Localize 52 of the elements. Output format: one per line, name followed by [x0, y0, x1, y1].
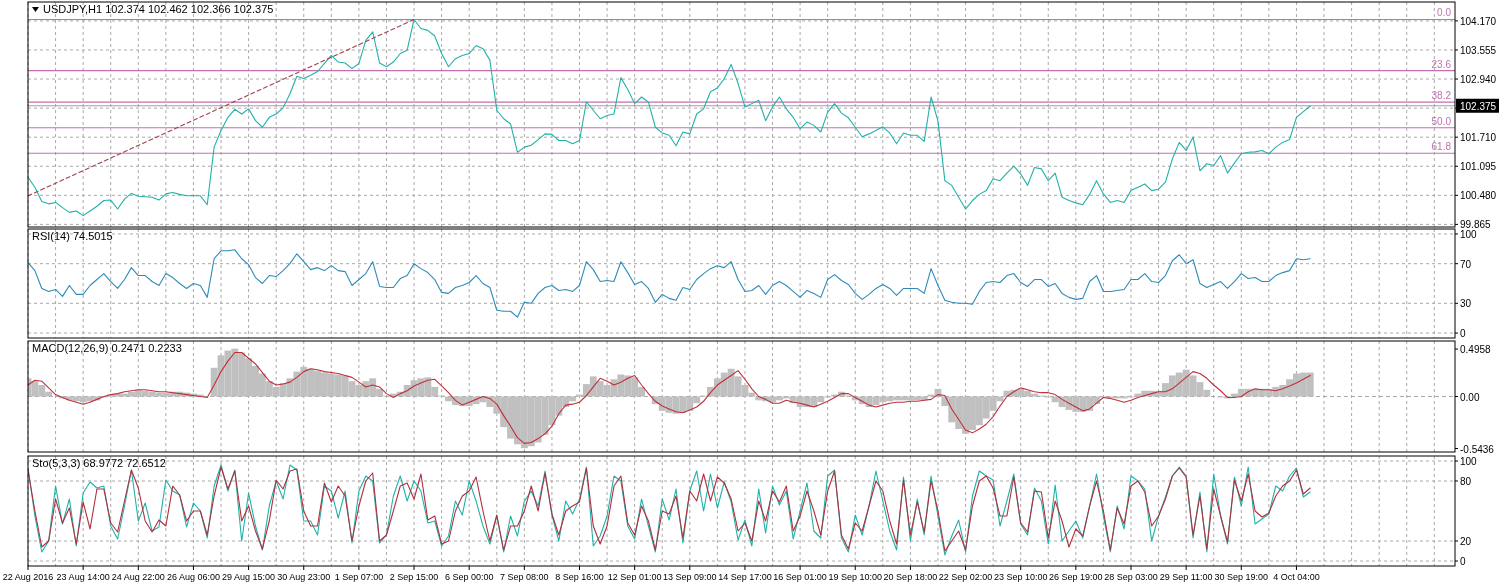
- annotation: 61.8: [1431, 141, 1452, 153]
- x-tick-label: 19 Sep 10:00: [828, 572, 883, 582]
- x-tick-label: 8 Sep 16:00: [555, 572, 604, 582]
- annotation: 23.6: [1431, 58, 1452, 70]
- y-tick-label: 20: [1460, 535, 1472, 547]
- y-tick-label: 70: [1460, 258, 1472, 270]
- y-tick-label: 104.170: [1460, 15, 1497, 27]
- y-tick-label: 101.710: [1460, 131, 1497, 143]
- y-tick-label: 100: [1460, 228, 1478, 240]
- x-tick-label: 30 Aug 23:00: [277, 572, 331, 582]
- y-tick-label: 0: [1460, 327, 1466, 339]
- chart-title: MACD(12,26,9) 0.2471 0.2233: [32, 342, 182, 354]
- x-tick-label: 23 Aug 14:00: [56, 572, 110, 582]
- annotation: 50.0: [1431, 115, 1452, 127]
- y-tick-label: 0.4958: [1460, 343, 1492, 355]
- y-tick-label: 101.095: [1460, 160, 1497, 172]
- x-tick-label: 7 Sep 08:00: [500, 572, 549, 582]
- x-tick-label: 29 Aug 15:00: [222, 572, 276, 582]
- x-tick-label: 12 Sep 01:00: [607, 572, 662, 582]
- x-tick-label: 20 Sep 18:00: [883, 572, 938, 582]
- y-tick-label: 100.480: [1460, 189, 1497, 201]
- chart-title: USDJPY,H1 102.374 102.462 102.366 102.375: [43, 3, 274, 15]
- x-tick-label: 23 Sep 10:00: [993, 572, 1048, 582]
- y-tick-label: 80: [1460, 475, 1472, 487]
- ref-line-label: 102.375: [1460, 100, 1497, 112]
- y-tick-label: 0.00: [1460, 391, 1480, 402]
- chart-title: Sto(5,3,3) 68.9772 72.6512: [32, 457, 166, 469]
- x-tick-label: 6 Sep 00:00: [444, 572, 494, 582]
- x-tick-label: 14 Sep 17:00: [718, 572, 772, 582]
- y-tick-label: 0: [1460, 555, 1466, 567]
- x-tick-label: 30 Sep 19:00: [1214, 572, 1269, 582]
- annotation: 0.0: [1437, 7, 1452, 19]
- x-tick-label: 28 Sep 03:00: [1104, 572, 1158, 582]
- y-tick-label: 103.555: [1460, 44, 1497, 56]
- x-tick-label: 1 Sep 07:00: [334, 572, 384, 582]
- chart-title: RSI(14) 74.5015: [32, 230, 113, 242]
- x-tick-label: 29 Sep 11:00: [1159, 572, 1213, 582]
- annotation: 38.2: [1431, 90, 1452, 102]
- y-tick-label: -0.5436: [1460, 443, 1495, 455]
- x-tick-label: 26 Sep 19:00: [1049, 572, 1103, 582]
- y-tick-label: 30: [1460, 297, 1472, 309]
- x-tick-label: 26 Aug 06:00: [166, 572, 220, 582]
- y-tick-label: 102.940: [1460, 73, 1497, 85]
- x-tick-label: 24 Aug 22:00: [111, 572, 165, 582]
- x-tick-label: 13 Sep 09:00: [663, 572, 717, 582]
- y-tick-label: 100: [1460, 455, 1478, 467]
- y-tick-label: 99.865: [1460, 218, 1492, 230]
- x-tick-label: 22 Aug 2016: [2, 572, 54, 582]
- x-tick-label: 22 Sep 02:00: [938, 572, 993, 582]
- x-tick-label: 4 Oct 04:00: [1273, 572, 1320, 582]
- x-tick-label: 16 Sep 01:00: [773, 572, 827, 582]
- x-tick-label: 2 Sep 15:00: [389, 572, 439, 582]
